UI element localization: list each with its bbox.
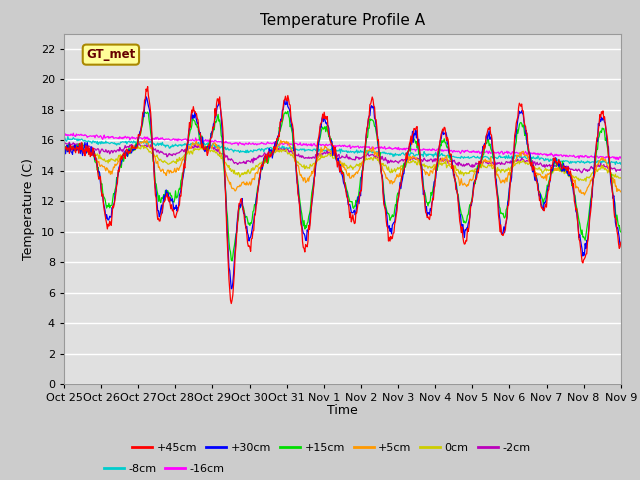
+15cm bbox=[214, 115, 221, 121]
-8cm bbox=[128, 139, 136, 145]
+15cm bbox=[60, 151, 68, 157]
X-axis label: Time: Time bbox=[327, 405, 358, 418]
-16cm bbox=[214, 139, 222, 144]
Line: +5cm: +5cm bbox=[64, 140, 621, 195]
+15cm bbox=[284, 108, 292, 114]
+30cm bbox=[412, 126, 419, 132]
-2cm bbox=[185, 144, 193, 150]
Legend: -8cm, -16cm: -8cm, -16cm bbox=[99, 460, 229, 479]
+5cm bbox=[60, 144, 68, 149]
+45cm bbox=[185, 130, 193, 136]
-8cm bbox=[214, 143, 222, 148]
-2cm bbox=[411, 156, 419, 162]
+5cm bbox=[617, 189, 625, 195]
-16cm bbox=[411, 146, 419, 152]
-8cm bbox=[411, 154, 419, 159]
Line: +45cm: +45cm bbox=[64, 86, 621, 303]
+45cm bbox=[412, 127, 419, 132]
Line: -8cm: -8cm bbox=[64, 136, 621, 165]
-8cm bbox=[612, 162, 620, 168]
+15cm bbox=[184, 140, 192, 145]
Line: +30cm: +30cm bbox=[64, 97, 621, 289]
-16cm bbox=[617, 155, 625, 161]
Line: +15cm: +15cm bbox=[64, 111, 621, 261]
-16cm bbox=[185, 138, 193, 144]
-2cm bbox=[65, 139, 73, 145]
+5cm bbox=[141, 137, 148, 143]
-16cm bbox=[128, 134, 136, 140]
+15cm bbox=[70, 146, 78, 152]
+15cm bbox=[412, 140, 419, 146]
0cm bbox=[214, 151, 221, 156]
+45cm bbox=[144, 84, 152, 89]
+5cm bbox=[411, 155, 419, 160]
+15cm bbox=[617, 229, 625, 235]
+30cm bbox=[185, 129, 193, 134]
-8cm bbox=[617, 161, 625, 167]
+15cm bbox=[127, 144, 135, 150]
Line: -16cm: -16cm bbox=[64, 133, 621, 159]
+15cm bbox=[228, 258, 236, 264]
0cm bbox=[410, 158, 418, 164]
-8cm bbox=[71, 136, 79, 142]
Line: 0cm: 0cm bbox=[64, 145, 621, 181]
0cm bbox=[426, 164, 434, 170]
0cm bbox=[582, 179, 590, 184]
+5cm bbox=[185, 143, 193, 149]
-2cm bbox=[60, 140, 68, 145]
-2cm bbox=[577, 170, 585, 176]
+30cm bbox=[60, 151, 68, 156]
-2cm bbox=[128, 142, 136, 148]
+45cm bbox=[127, 144, 135, 149]
+45cm bbox=[60, 140, 68, 145]
+30cm bbox=[127, 150, 135, 156]
Y-axis label: Temperature (C): Temperature (C) bbox=[22, 158, 35, 260]
-2cm bbox=[428, 156, 435, 162]
-8cm bbox=[185, 142, 193, 148]
+5cm bbox=[127, 146, 135, 152]
+45cm bbox=[617, 240, 625, 245]
+45cm bbox=[428, 202, 436, 208]
+5cm bbox=[580, 192, 588, 198]
+5cm bbox=[428, 168, 435, 174]
+5cm bbox=[70, 148, 78, 154]
+30cm bbox=[227, 286, 235, 292]
-16cm bbox=[70, 130, 77, 136]
-8cm bbox=[64, 133, 72, 139]
+30cm bbox=[214, 103, 222, 108]
-2cm bbox=[214, 146, 222, 152]
+30cm bbox=[70, 148, 78, 154]
Title: Temperature Profile A: Temperature Profile A bbox=[260, 13, 425, 28]
Line: -2cm: -2cm bbox=[64, 142, 621, 173]
+45cm bbox=[227, 300, 235, 306]
-2cm bbox=[617, 167, 625, 172]
+15cm bbox=[428, 192, 436, 198]
-16cm bbox=[428, 147, 435, 153]
-2cm bbox=[71, 141, 79, 146]
+30cm bbox=[142, 94, 150, 100]
Text: GT_met: GT_met bbox=[86, 48, 136, 61]
-16cm bbox=[614, 156, 622, 162]
+30cm bbox=[617, 241, 625, 247]
-16cm bbox=[60, 132, 68, 138]
0cm bbox=[184, 149, 192, 155]
0cm bbox=[70, 144, 78, 150]
+45cm bbox=[214, 96, 222, 102]
-16cm bbox=[71, 133, 79, 139]
0cm bbox=[127, 149, 135, 155]
-8cm bbox=[428, 151, 435, 157]
+5cm bbox=[214, 144, 222, 150]
0cm bbox=[617, 175, 625, 180]
+45cm bbox=[70, 146, 78, 152]
+30cm bbox=[428, 200, 436, 206]
-8cm bbox=[60, 136, 68, 142]
0cm bbox=[60, 143, 68, 148]
